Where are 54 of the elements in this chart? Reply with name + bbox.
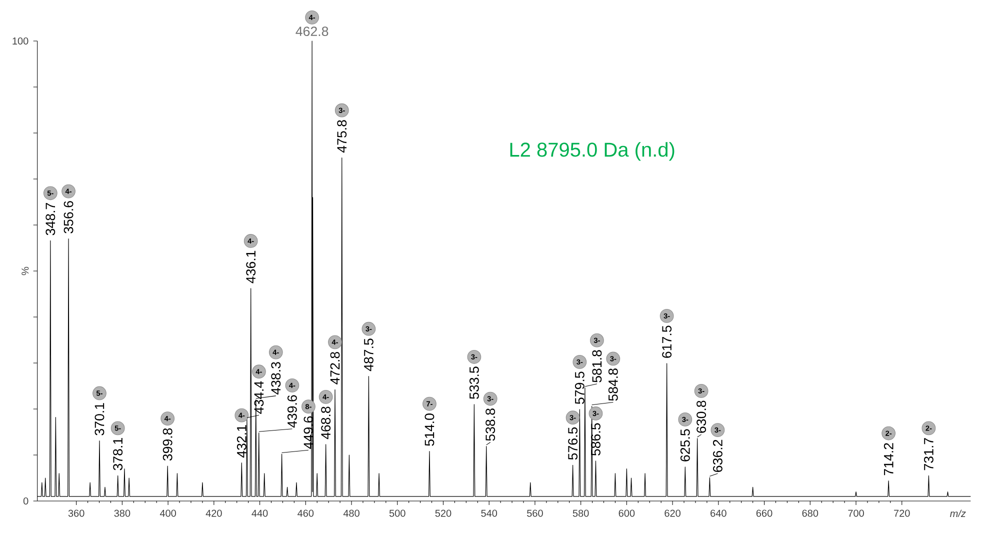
annotation: 439.6 — [287, 395, 297, 428]
annotation: 468.8 — [321, 406, 331, 440]
x-tick-label: 500 — [389, 510, 406, 517]
annotation: L2 8795.0 Da (n.d) — [510, 142, 674, 161]
x-tick-label: 580 — [572, 510, 589, 517]
x-tick-label: 600 — [618, 510, 635, 517]
annotation: 449.6 — [304, 416, 314, 449]
x-tick-label: 680 — [802, 510, 818, 517]
annotation: 462.8 — [296, 26, 328, 36]
annotation: 472.8 — [330, 352, 340, 384]
x-tick-label: 460 — [298, 510, 314, 517]
x-tick-label: 560 — [527, 510, 543, 517]
x-tick-label: 640 — [710, 510, 726, 517]
annotation: 356.6 — [64, 201, 74, 234]
annotation: 434.4 — [254, 381, 264, 414]
annotation: 538.8 — [486, 408, 496, 441]
annotation: 630.8 — [696, 400, 706, 433]
x-tick-label: 660 — [756, 510, 772, 517]
annotation: 625.5 — [680, 429, 690, 462]
annotation: 731.7 — [924, 438, 934, 470]
annotation: 370.1 — [94, 403, 104, 436]
annotation: 475.8 — [337, 120, 347, 153]
x-tick-label: 720 — [894, 510, 910, 517]
annotation: 378.1 — [113, 438, 123, 470]
x-tick-label: 620 — [664, 510, 680, 517]
annotation: 514.0 — [424, 414, 434, 446]
annotation: 617.5 — [662, 326, 672, 358]
annotation: 487.5 — [364, 338, 374, 372]
x-tick-label: 520 — [435, 510, 452, 517]
annotation: 584.8 — [608, 368, 618, 401]
x-tick-label: 440 — [252, 510, 268, 517]
x-tick-label: 700 — [848, 510, 864, 517]
annotation: 714.2 — [884, 443, 894, 476]
x-tick-label: 400 — [160, 510, 176, 517]
x-tick-label: 420 — [206, 510, 222, 517]
y-tick-label: 0 — [23, 497, 28, 505]
annotation: 576.5 — [568, 427, 578, 460]
annotation: 579.5 — [574, 372, 584, 404]
annotation: 533.5 — [469, 366, 479, 399]
line-series — [37, 40, 971, 497]
x-axis-title: m/z — [950, 510, 966, 518]
y-tick-label: 100 — [12, 37, 28, 45]
annotation: 399.8 — [162, 428, 172, 461]
annotation: 581.8 — [592, 350, 602, 382]
x-tick-label: 380 — [114, 510, 130, 517]
x-tick-label: 480 — [343, 510, 360, 517]
y-axis-title: % — [22, 266, 29, 276]
annotation: 432.1 — [236, 425, 246, 458]
annotation: 348.7 — [46, 203, 56, 236]
x-tick-label: 540 — [481, 510, 498, 517]
annotation: 636.2 — [712, 440, 722, 472]
x-tick-label: 360 — [68, 510, 84, 517]
annotation: 438.3 — [271, 362, 281, 395]
annotation: 436.1 — [246, 250, 256, 284]
